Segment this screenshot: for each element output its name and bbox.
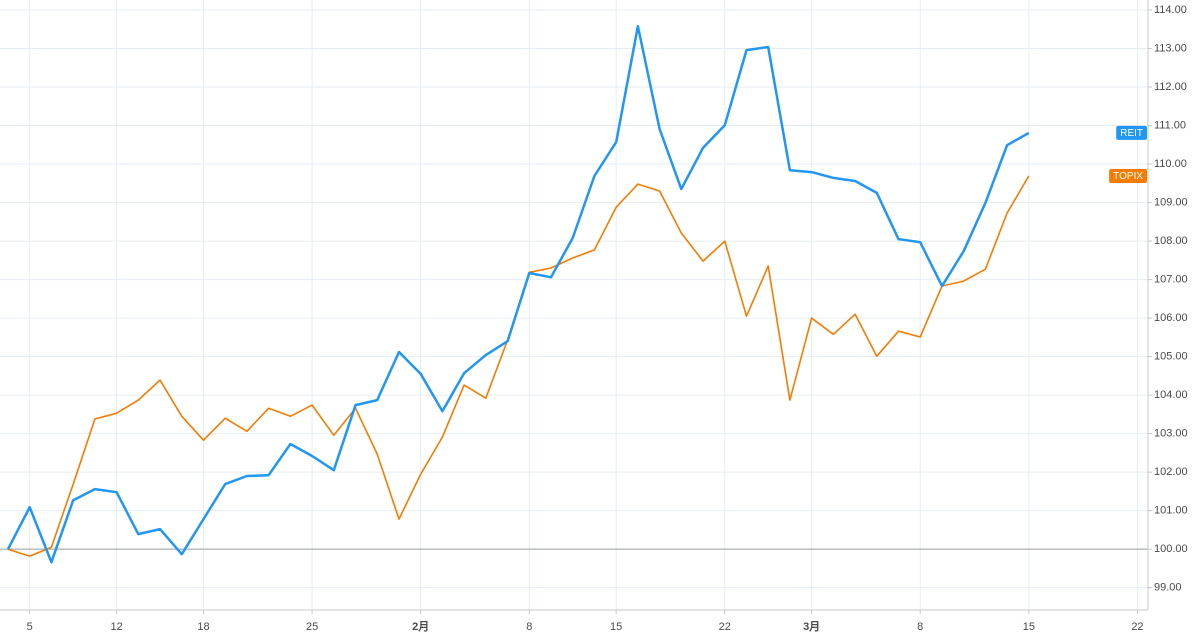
plot — [0, 24, 1148, 564]
grid — [0, 0, 1148, 610]
x-tick-label: 2月 — [412, 620, 429, 633]
x-tick-label: 22 — [719, 621, 731, 633]
y-tick-label: 103.00 — [1154, 428, 1188, 440]
y-tick-label: 111.00 — [1154, 119, 1186, 131]
y-tick-label: 106.00 — [1154, 312, 1188, 324]
x-tick-label: 25 — [306, 621, 318, 633]
x-tick-label: 8 — [917, 621, 923, 633]
legend-tag — [1109, 168, 1147, 183]
x-tick-label: 5 — [27, 621, 33, 633]
legend-entry: TOPIX — [1109, 168, 1147, 183]
x-tick-label: 15 — [610, 621, 622, 633]
y-tick-label: 107.00 — [1154, 273, 1188, 285]
legend-label: TOPIX — [1113, 171, 1143, 182]
y-tick-label: 101.00 — [1154, 505, 1188, 517]
legend-entry: REIT — [1116, 125, 1147, 140]
y-tick-label: 109.00 — [1154, 196, 1188, 208]
y-tick-label: 112.00 — [1154, 81, 1187, 93]
y-tick-label: 100.00 — [1154, 543, 1188, 555]
axes: 99.00 100.00 101.00 102.00 103.00 104.00 105.0… — [27, 4, 1188, 633]
x-tick-label: 15 — [1023, 621, 1035, 633]
y-tick-label: 114.00 — [1154, 4, 1187, 16]
legend-label: REIT — [1120, 128, 1143, 139]
y-tick-label: 104.00 — [1154, 389, 1188, 401]
y-tick-label: 102.00 — [1154, 466, 1188, 478]
y-tick-label: 110.00 — [1154, 158, 1187, 170]
x-tick-label: 22 — [1131, 621, 1143, 633]
y-tick-label: 105.00 — [1154, 351, 1188, 363]
x-tick-label: 8 — [526, 621, 532, 633]
x-tick-label: 3月 — [803, 620, 820, 633]
y-tick-label: 108.00 — [1154, 235, 1188, 247]
series-line — [6, 24, 1030, 564]
y-tick-label: 99.00 — [1154, 582, 1182, 594]
x-tick-label: 18 — [197, 621, 209, 633]
x-tick-label: 12 — [110, 621, 122, 633]
y-tick-label: 113.00 — [1154, 42, 1187, 54]
legend-tag — [1116, 125, 1147, 140]
